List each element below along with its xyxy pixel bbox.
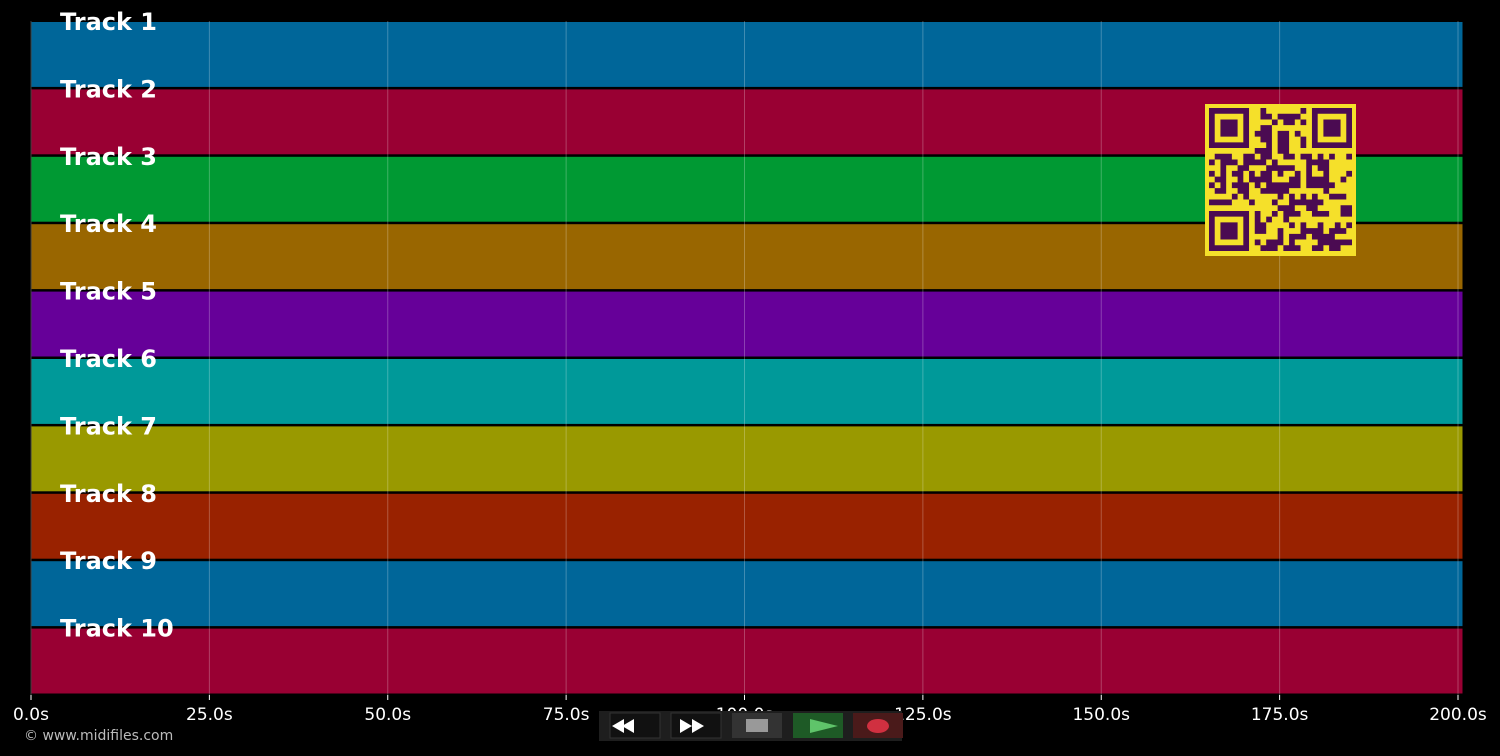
stop-icon xyxy=(746,719,768,732)
track-label: Track 9 xyxy=(60,547,157,575)
track-label: Track 5 xyxy=(60,278,157,306)
record-button[interactable] xyxy=(853,713,903,738)
copyright: © www.midifiles.com xyxy=(24,728,173,744)
tick-label: 25.0s xyxy=(186,705,233,725)
tick-label: 125.0s xyxy=(894,705,952,725)
track-label: Track 1 xyxy=(60,8,157,36)
record-icon xyxy=(867,719,889,733)
rewind-icon xyxy=(612,719,634,733)
rewind-button[interactable] xyxy=(609,712,661,739)
tick-label: 75.0s xyxy=(543,705,590,725)
track-lane xyxy=(30,425,1464,493)
tick-label: 200.0s xyxy=(1429,705,1487,725)
tick-label: 175.0s xyxy=(1251,705,1309,725)
track-lane xyxy=(30,560,1464,628)
track-lane xyxy=(30,21,1464,88)
tick-label: 150.0s xyxy=(1072,705,1130,725)
track-lane xyxy=(30,358,1464,425)
track-label: Track 10 xyxy=(60,615,174,643)
track-label: Track 6 xyxy=(60,345,157,373)
track-lane xyxy=(30,290,1464,358)
track-labels: Track 1 Track 2 Track 3 Track 4 Track 5 Track… xyxy=(60,8,174,643)
track-label: Track 8 xyxy=(60,480,157,508)
controls xyxy=(599,711,903,741)
track-lane xyxy=(30,627,1464,695)
play-icon xyxy=(810,719,838,733)
qr-code xyxy=(1205,104,1356,256)
track-label: Track 2 xyxy=(60,75,157,103)
stop-button[interactable] xyxy=(732,713,782,738)
tick-label: 0.0s xyxy=(13,705,49,725)
track-label: Track 7 xyxy=(60,412,157,440)
track-label: Track 4 xyxy=(60,210,157,238)
fast-forward-button[interactable] xyxy=(670,712,722,739)
forward-icon xyxy=(680,719,704,733)
play-button[interactable] xyxy=(793,713,843,738)
qr-modules xyxy=(1209,108,1352,251)
track-label: Track 3 xyxy=(60,143,157,171)
tick-label: 50.0s xyxy=(364,705,411,725)
track-lane xyxy=(30,492,1464,560)
